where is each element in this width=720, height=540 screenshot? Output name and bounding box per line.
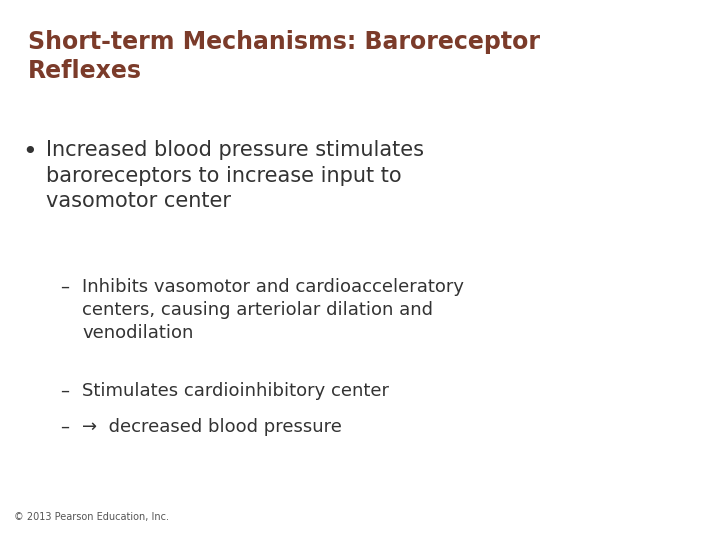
Text: •: • xyxy=(22,140,37,164)
Text: Short-term Mechanisms: Baroreceptor
Reflexes: Short-term Mechanisms: Baroreceptor Refl… xyxy=(28,30,540,83)
Text: –: – xyxy=(60,382,69,400)
Text: Stimulates cardioinhibitory center: Stimulates cardioinhibitory center xyxy=(82,382,389,400)
Text: © 2013 Pearson Education, Inc.: © 2013 Pearson Education, Inc. xyxy=(14,512,169,522)
Text: Increased blood pressure stimulates
baroreceptors to increase input to
vasomotor: Increased blood pressure stimulates baro… xyxy=(46,140,424,211)
Text: Inhibits vasomotor and cardioacceleratory
centers, causing arteriolar dilation a: Inhibits vasomotor and cardioaccelerator… xyxy=(82,278,464,342)
Text: –: – xyxy=(60,278,69,296)
Text: –: – xyxy=(60,418,69,436)
Text: →  decreased blood pressure: → decreased blood pressure xyxy=(82,418,342,436)
